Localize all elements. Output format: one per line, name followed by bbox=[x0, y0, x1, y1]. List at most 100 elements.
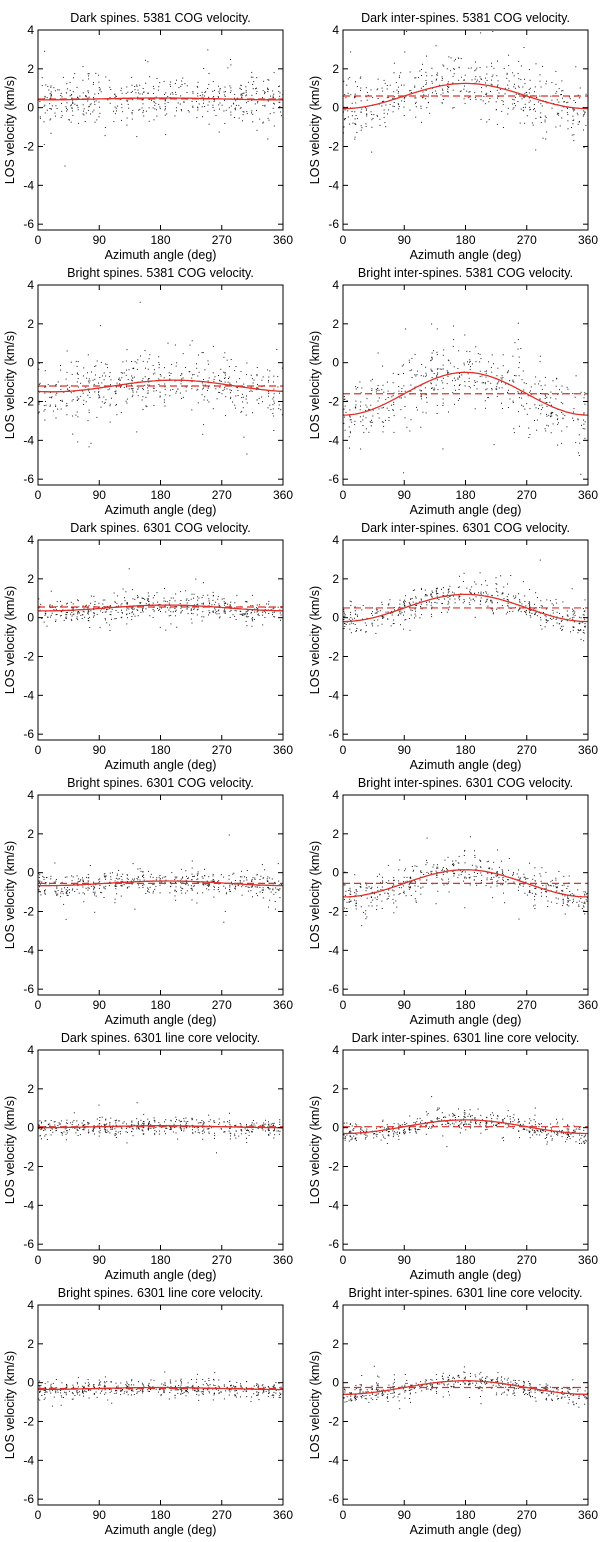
data-point bbox=[256, 399, 258, 401]
data-point bbox=[398, 106, 400, 107]
data-point bbox=[268, 888, 270, 890]
data-point bbox=[159, 106, 161, 108]
data-point bbox=[529, 408, 531, 410]
data-point bbox=[229, 1127, 230, 1129]
data-point bbox=[583, 114, 585, 116]
data-point bbox=[261, 379, 263, 381]
data-point bbox=[196, 614, 198, 616]
data-point bbox=[507, 879, 509, 881]
data-point bbox=[534, 895, 536, 897]
data-point bbox=[251, 886, 253, 888]
data-point bbox=[436, 864, 438, 866]
data-point bbox=[155, 390, 157, 392]
data-point bbox=[517, 889, 519, 891]
data-point bbox=[502, 884, 504, 886]
data-point bbox=[229, 389, 231, 391]
data-point bbox=[83, 367, 85, 369]
x-tick-label: 90 bbox=[93, 998, 107, 1012]
data-point bbox=[366, 916, 368, 918]
data-point bbox=[127, 617, 128, 619]
data-point bbox=[507, 599, 509, 601]
data-point bbox=[245, 615, 247, 617]
data-point bbox=[94, 121, 96, 123]
data-point bbox=[137, 1123, 139, 1125]
data-point bbox=[580, 473, 582, 475]
data-point bbox=[491, 79, 493, 81]
data-point bbox=[121, 92, 123, 94]
data-point bbox=[479, 866, 481, 868]
data-point bbox=[166, 607, 168, 609]
data-point bbox=[215, 388, 217, 390]
data-point bbox=[541, 105, 543, 107]
data-point bbox=[421, 614, 423, 616]
data-point bbox=[448, 591, 450, 593]
data-point bbox=[202, 384, 204, 386]
data-point bbox=[415, 101, 417, 103]
data-point bbox=[385, 126, 387, 128]
data-point bbox=[350, 419, 352, 421]
data-point bbox=[562, 900, 564, 902]
data-point bbox=[533, 875, 535, 877]
data-point bbox=[164, 94, 165, 95]
data-point bbox=[442, 595, 444, 597]
data-point bbox=[148, 378, 149, 380]
data-point bbox=[503, 598, 505, 600]
data-point bbox=[507, 84, 509, 86]
data-point bbox=[518, 362, 520, 364]
data-point bbox=[132, 611, 133, 613]
y-tick-label: 2 bbox=[27, 572, 34, 586]
y-tick-label: 4 bbox=[332, 278, 339, 292]
data-point bbox=[44, 95, 46, 97]
data-point bbox=[515, 375, 517, 377]
data-point bbox=[452, 75, 454, 77]
data-point bbox=[43, 877, 45, 878]
data-point bbox=[492, 31, 494, 32]
data-point bbox=[240, 613, 242, 615]
data-point bbox=[419, 389, 421, 391]
data-point bbox=[217, 881, 219, 882]
data-point bbox=[264, 93, 266, 95]
data-point bbox=[256, 367, 258, 368]
data-point bbox=[190, 618, 192, 620]
data-point bbox=[561, 411, 563, 413]
data-point bbox=[142, 396, 144, 398]
data-point bbox=[563, 101, 565, 103]
data-point bbox=[484, 370, 486, 372]
data-point bbox=[382, 616, 384, 618]
data-point bbox=[152, 93, 154, 94]
data-point bbox=[155, 1126, 157, 1128]
data-point bbox=[261, 889, 263, 891]
data-point bbox=[232, 103, 234, 105]
data-point bbox=[87, 877, 89, 879]
data-point bbox=[154, 104, 156, 106]
data-point bbox=[242, 613, 244, 615]
data-point bbox=[273, 1130, 275, 1132]
data-point bbox=[387, 618, 388, 620]
data-point bbox=[252, 877, 254, 879]
data-point bbox=[257, 387, 259, 389]
data-point bbox=[211, 604, 213, 606]
data-point bbox=[218, 375, 219, 376]
data-point bbox=[273, 93, 275, 95]
data-point bbox=[508, 87, 510, 89]
data-point bbox=[567, 900, 569, 902]
data-point bbox=[127, 886, 128, 888]
data-point bbox=[267, 886, 268, 888]
data-point bbox=[94, 391, 96, 393]
data-point bbox=[517, 101, 519, 102]
data-point bbox=[508, 80, 510, 82]
data-point bbox=[213, 885, 215, 887]
data-point bbox=[71, 97, 73, 99]
y-tick-label: 2 bbox=[332, 827, 339, 841]
data-point bbox=[165, 1119, 167, 1121]
data-point bbox=[142, 1122, 144, 1124]
data-point bbox=[83, 880, 84, 882]
data-point bbox=[365, 887, 367, 889]
data-point bbox=[221, 104, 223, 106]
data-point bbox=[197, 603, 199, 605]
data-point bbox=[404, 599, 405, 601]
data-point bbox=[584, 625, 586, 627]
data-point bbox=[201, 597, 203, 599]
data-point bbox=[512, 873, 514, 875]
data-point bbox=[567, 101, 569, 103]
